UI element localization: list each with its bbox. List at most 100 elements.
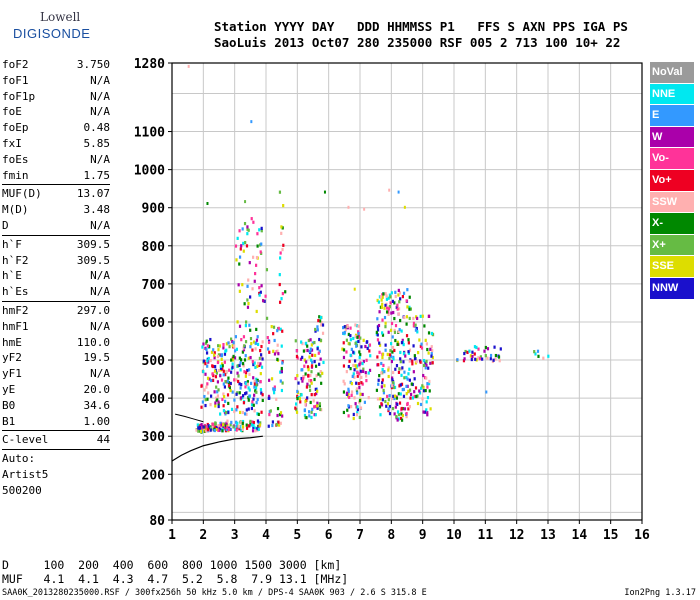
echo-point bbox=[401, 414, 405, 418]
echo-point bbox=[342, 326, 345, 330]
echo-point bbox=[238, 427, 241, 431]
echo-point bbox=[413, 390, 416, 394]
echo-point bbox=[243, 221, 247, 226]
echo-point bbox=[385, 306, 389, 310]
echo-point bbox=[259, 362, 262, 366]
echo-point bbox=[216, 398, 219, 402]
echo-point bbox=[256, 427, 259, 431]
echo-point bbox=[405, 299, 408, 303]
echo-point bbox=[385, 297, 389, 301]
echo-point bbox=[424, 388, 427, 393]
echo-point bbox=[321, 323, 325, 327]
echo-point bbox=[230, 407, 234, 412]
echo-point bbox=[240, 382, 243, 387]
echo-point bbox=[388, 412, 392, 416]
y-tick-label: 1000 bbox=[134, 164, 165, 179]
echo-point bbox=[313, 340, 316, 345]
echo-point bbox=[407, 341, 410, 345]
echo-point bbox=[343, 382, 346, 386]
echo-point bbox=[413, 377, 416, 381]
echo-point bbox=[387, 307, 390, 311]
echo-point bbox=[356, 364, 359, 368]
echo-point bbox=[399, 392, 402, 396]
echo-point bbox=[408, 305, 411, 309]
echo-point bbox=[376, 397, 380, 401]
echo-point bbox=[320, 381, 323, 385]
echo-point bbox=[310, 358, 313, 362]
echo-point bbox=[346, 324, 349, 328]
x-tick-label: 6 bbox=[325, 528, 333, 543]
echo-point bbox=[398, 401, 402, 405]
echo-point bbox=[481, 357, 484, 361]
echo-point bbox=[202, 370, 205, 374]
echo-point bbox=[365, 374, 368, 378]
echo-point bbox=[364, 370, 367, 375]
echo-point bbox=[206, 376, 210, 380]
echo-point bbox=[418, 391, 422, 395]
echo-point bbox=[227, 376, 230, 380]
echo-point bbox=[204, 398, 207, 402]
echo-point bbox=[259, 380, 262, 384]
echo-point bbox=[468, 349, 471, 353]
echo-point bbox=[406, 377, 409, 381]
echo-point bbox=[384, 399, 387, 404]
echo-point bbox=[210, 350, 214, 354]
echo-point bbox=[295, 349, 299, 353]
echo-point bbox=[238, 391, 241, 395]
echo-point bbox=[195, 428, 198, 432]
echo-point bbox=[209, 337, 212, 342]
echo-point bbox=[393, 316, 396, 321]
echo-point bbox=[402, 291, 406, 295]
echo-point bbox=[245, 408, 248, 412]
echo-point bbox=[201, 425, 204, 429]
param-value: 5.85 bbox=[83, 136, 111, 150]
echo-point bbox=[250, 341, 253, 346]
echo-point bbox=[294, 406, 297, 410]
echo-point bbox=[197, 429, 200, 433]
echo-point bbox=[212, 374, 215, 378]
echo-point bbox=[406, 288, 409, 292]
echo-point bbox=[260, 242, 263, 246]
echo-point bbox=[266, 336, 269, 340]
echo-point bbox=[395, 305, 398, 310]
echo-point bbox=[313, 393, 316, 397]
echo-point bbox=[421, 384, 424, 388]
echo-point bbox=[217, 388, 220, 392]
echo-point bbox=[427, 351, 430, 355]
echo-point bbox=[471, 355, 474, 359]
echo-point bbox=[294, 339, 297, 343]
echo-point bbox=[365, 379, 368, 383]
echo-point bbox=[403, 376, 406, 380]
echo-point bbox=[344, 328, 347, 332]
echo-point bbox=[254, 389, 257, 393]
param-row: hmF1 N/A bbox=[2, 319, 110, 335]
echo-point bbox=[254, 386, 258, 390]
echo-point bbox=[320, 320, 323, 325]
echo-point bbox=[253, 382, 256, 386]
echo-point bbox=[311, 353, 314, 357]
echo-point bbox=[397, 190, 400, 194]
echo-point bbox=[252, 397, 255, 401]
echo-point bbox=[211, 422, 214, 426]
echo-point bbox=[316, 325, 319, 329]
x-tick-label: 12 bbox=[509, 528, 525, 543]
auto-text: Auto: bbox=[2, 452, 36, 466]
x-tick-label: 11 bbox=[478, 528, 494, 543]
echo-point bbox=[429, 347, 432, 351]
echo-point bbox=[199, 429, 203, 433]
echo-point bbox=[408, 367, 411, 371]
echo-point bbox=[273, 385, 276, 389]
echo-point bbox=[227, 410, 230, 415]
echo-point bbox=[244, 354, 247, 358]
echo-point bbox=[377, 382, 380, 386]
echo-point bbox=[311, 341, 314, 345]
echo-point bbox=[358, 385, 361, 390]
echo-point bbox=[352, 350, 355, 354]
echo-point bbox=[251, 400, 254, 404]
echo-point bbox=[342, 390, 346, 394]
echo-point bbox=[281, 247, 284, 252]
echo-point bbox=[313, 359, 316, 364]
echo-point bbox=[203, 394, 206, 399]
echo-point bbox=[400, 418, 404, 422]
echo-point bbox=[411, 359, 414, 363]
